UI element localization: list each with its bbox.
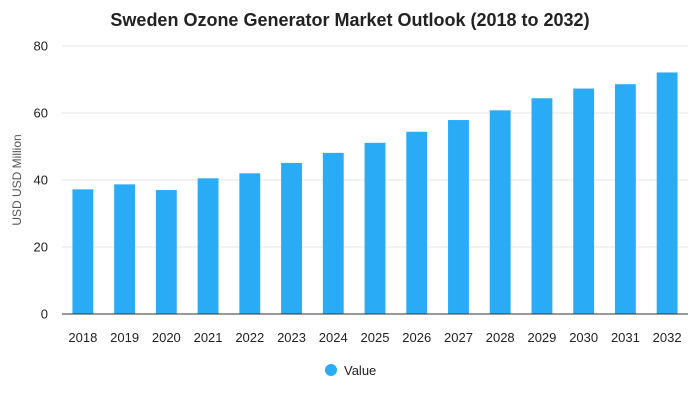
bar-2030[interactable] [573, 88, 595, 314]
bar-2029[interactable] [531, 98, 553, 314]
y-tick-label: 60 [34, 106, 48, 121]
legend-label: Value [344, 363, 376, 378]
x-tick-label: 2030 [569, 330, 598, 345]
x-tick-label: 2020 [152, 330, 181, 345]
y-axis-label: USD USD Million [10, 134, 24, 225]
x-tick-label: 2027 [444, 330, 473, 345]
bar-2023[interactable] [281, 162, 302, 314]
x-tick-label: 2021 [194, 330, 223, 345]
x-tick-label: 2022 [235, 330, 264, 345]
x-tick-label: 2031 [611, 330, 640, 345]
y-tick-label: 20 [34, 240, 48, 255]
bars [72, 72, 678, 314]
bar-2027[interactable] [448, 120, 469, 314]
legend-marker [325, 364, 337, 376]
bar-2031[interactable] [614, 84, 636, 314]
x-tick-label: 2026 [402, 330, 431, 345]
bar-2028[interactable] [489, 110, 511, 314]
y-tick-label: 0 [41, 307, 48, 322]
bar-2021[interactable] [197, 178, 219, 314]
x-tick-label: 2029 [527, 330, 556, 345]
bar-2022[interactable] [239, 173, 261, 314]
bar-2018[interactable] [72, 189, 94, 314]
x-tick-label: 2019 [110, 330, 139, 345]
y-tick-label: 80 [34, 39, 48, 54]
x-tick-labels: 2018 2019 2020 2021 2022 2023 2024 2025 2026 2027… [68, 330, 681, 345]
bar-2019[interactable] [114, 184, 136, 314]
bar-2024[interactable] [322, 152, 344, 314]
y-tick-labels: 0 20 40 60 80 [34, 39, 48, 322]
x-tick-label: 2032 [653, 330, 682, 345]
x-tick-label: 2024 [319, 330, 348, 345]
bar-2025[interactable] [364, 142, 386, 314]
bar-2026[interactable] [406, 131, 428, 314]
x-tick-label: 2028 [486, 330, 515, 345]
x-tick-label: 2023 [277, 330, 306, 345]
y-tick-label: 40 [34, 173, 48, 188]
chart-title: Sweden Ozone Generator Market Outlook (2… [110, 10, 589, 30]
legend[interactable]: Value [325, 363, 376, 378]
bar-2032[interactable] [656, 72, 678, 314]
x-tick-label: 2025 [361, 330, 390, 345]
x-tick-label: 2018 [68, 330, 97, 345]
bar-2020[interactable] [155, 190, 177, 314]
